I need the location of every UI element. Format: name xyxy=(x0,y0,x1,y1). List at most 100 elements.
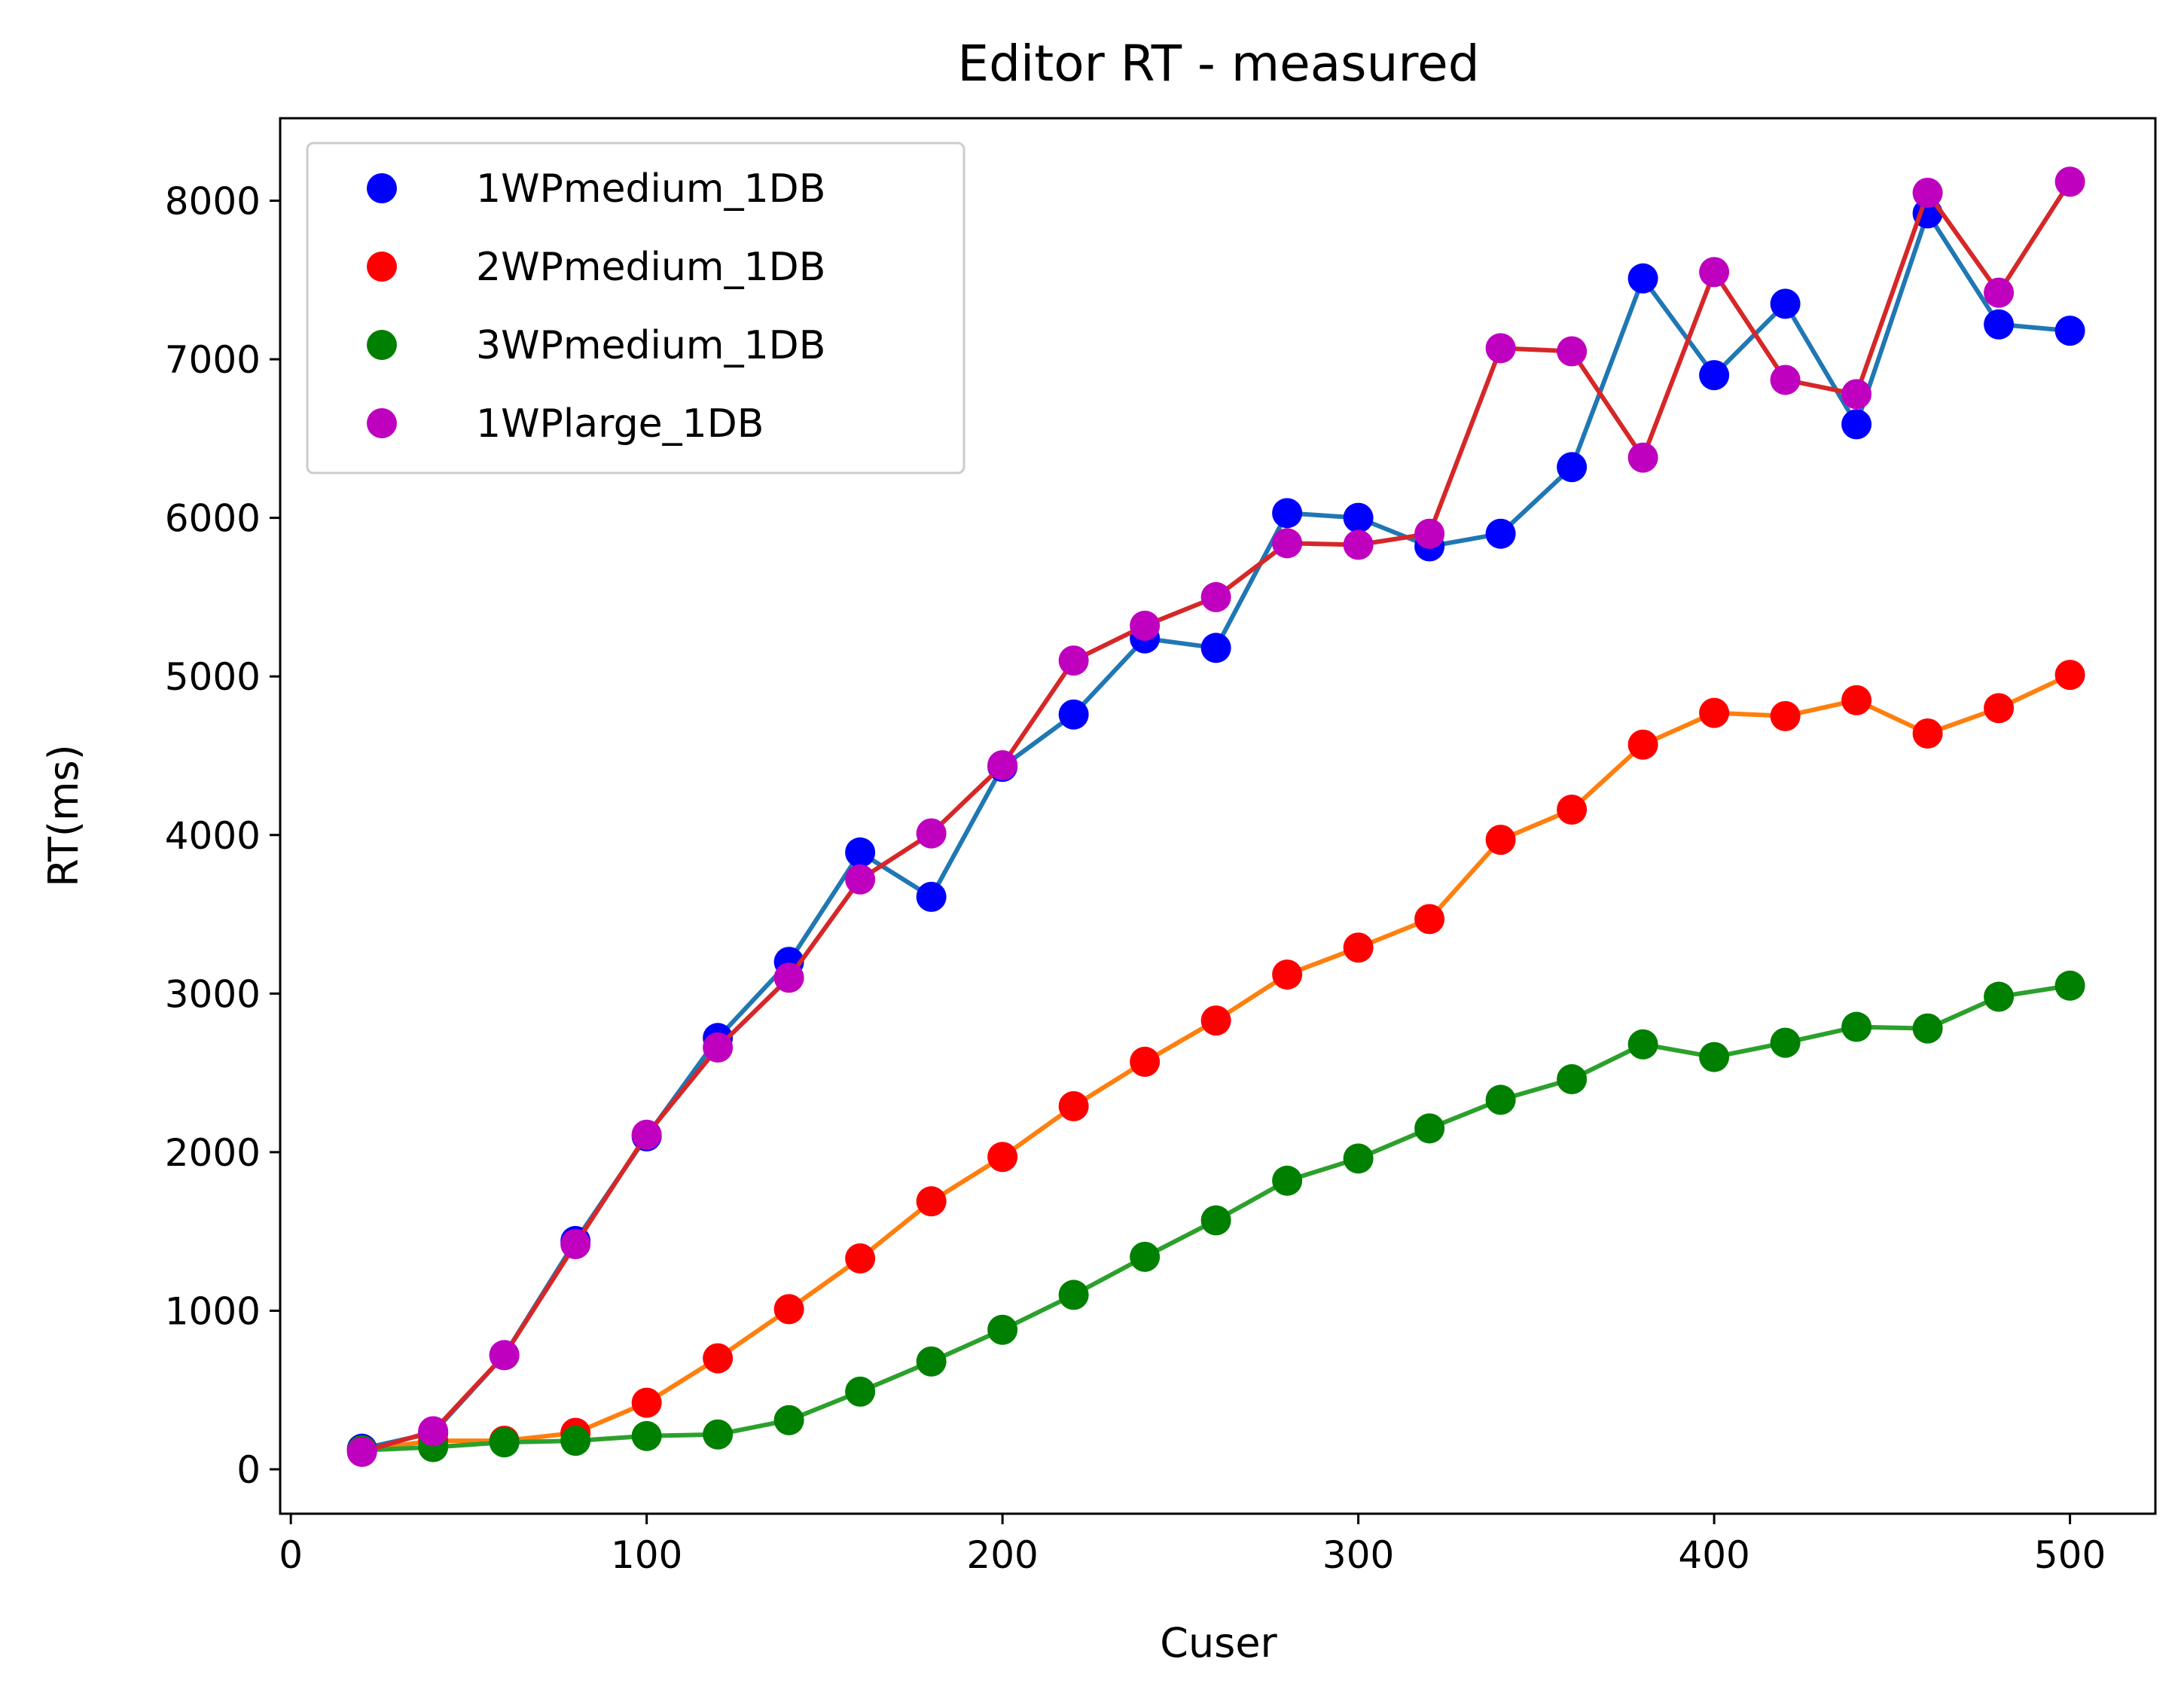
legend-item-2wpmedium-1db: 2WPmedium_1DB xyxy=(367,245,825,290)
plot-area xyxy=(346,166,2085,1467)
data-point-3wpmedium-1db-300 xyxy=(1343,1143,1374,1174)
legend-marker-1wplarge-1db xyxy=(367,408,397,438)
data-point-1wplarge-1db-320 xyxy=(1414,518,1445,549)
legend: 1WPmedium_1DB 2WPmedium_1DB 3WPmedium_1DB 1… xyxy=(306,142,965,474)
x-tick-label-0: 0 xyxy=(279,1533,303,1577)
data-point-3wpmedium-1db-440 xyxy=(1841,1011,1872,1042)
data-point-3wpmedium-1db-140 xyxy=(773,1405,804,1435)
data-point-1wplarge-1db-300 xyxy=(1343,529,1374,560)
y-tick-label-5000: 5000 xyxy=(165,655,261,699)
data-point-1wpmedium-1db-400 xyxy=(1699,360,1730,391)
data-point-2wpmedium-1db-200 xyxy=(987,1142,1018,1173)
data-point-1wplarge-1db-120 xyxy=(703,1032,734,1063)
data-point-1wplarge-1db-140 xyxy=(773,962,804,993)
data-point-1wpmedium-1db-360 xyxy=(1557,452,1588,483)
data-point-3wpmedium-1db-240 xyxy=(1130,1241,1161,1272)
data-point-1wplarge-1db-40 xyxy=(418,1416,449,1447)
legend-item-3wpmedium-1db: 3WPmedium_1DB xyxy=(367,323,825,368)
data-point-1wplarge-1db-200 xyxy=(987,750,1018,781)
data-point-1wplarge-1db-60 xyxy=(489,1340,520,1371)
data-point-3wpmedium-1db-120 xyxy=(703,1419,734,1450)
data-point-3wpmedium-1db-360 xyxy=(1557,1064,1588,1095)
data-point-2wpmedium-1db-220 xyxy=(1058,1090,1089,1121)
y-tick-label-8000: 8000 xyxy=(165,179,261,223)
data-point-3wpmedium-1db-500 xyxy=(2054,970,2085,1001)
data-point-1wplarge-1db-380 xyxy=(1627,442,1658,473)
data-point-1wplarge-1db-360 xyxy=(1557,336,1588,367)
legend-label-3wpmedium-1db: 3WPmedium_1DB xyxy=(476,323,825,368)
data-point-1wpmedium-1db-380 xyxy=(1627,263,1658,294)
data-point-3wpmedium-1db-420 xyxy=(1770,1027,1801,1058)
data-point-2wpmedium-1db-320 xyxy=(1414,904,1445,935)
legend-marker-2wpmedium-1db xyxy=(367,252,397,282)
data-point-1wpmedium-1db-500 xyxy=(2054,316,2085,346)
data-point-1wplarge-1db-100 xyxy=(631,1119,662,1150)
data-point-1wplarge-1db-160 xyxy=(845,864,876,895)
data-point-3wpmedium-1db-480 xyxy=(1984,981,2015,1012)
data-point-3wpmedium-1db-380 xyxy=(1627,1029,1658,1060)
data-point-1wplarge-1db-80 xyxy=(560,1229,591,1260)
data-point-2wpmedium-1db-340 xyxy=(1485,825,1516,856)
data-point-2wpmedium-1db-180 xyxy=(916,1186,947,1217)
data-point-1wplarge-1db-220 xyxy=(1058,645,1089,676)
data-point-1wplarge-1db-480 xyxy=(1984,277,2015,308)
data-point-3wpmedium-1db-460 xyxy=(1912,1013,1943,1044)
data-point-3wpmedium-1db-180 xyxy=(916,1346,947,1377)
x-tick-label-400: 400 xyxy=(1678,1533,1749,1577)
data-point-3wpmedium-1db-400 xyxy=(1699,1042,1730,1072)
data-point-2wpmedium-1db-380 xyxy=(1627,729,1658,760)
x-axis: 0 100 200 300 400 500 xyxy=(279,1514,2106,1577)
data-point-1wplarge-1db-500 xyxy=(2054,166,2085,197)
data-point-1wpmedium-1db-220 xyxy=(1058,699,1089,730)
data-point-2wpmedium-1db-420 xyxy=(1770,700,1801,731)
data-point-1wplarge-1db-340 xyxy=(1485,333,1516,364)
data-point-2wpmedium-1db-120 xyxy=(703,1343,734,1374)
x-tick-label-300: 300 xyxy=(1322,1533,1394,1577)
data-point-1wplarge-1db-240 xyxy=(1130,610,1161,641)
data-point-2wpmedium-1db-360 xyxy=(1557,795,1588,825)
x-axis-label: Cuser xyxy=(1160,1619,1277,1667)
y-axis: 0 1000 2000 3000 4000 5000 6000 7000 8000 xyxy=(165,179,280,1492)
data-point-1wplarge-1db-180 xyxy=(916,818,947,849)
legend-label-1wpmedium-1db: 1WPmedium_1DB xyxy=(476,166,825,212)
data-point-1wplarge-1db-440 xyxy=(1841,379,1872,410)
data-point-1wplarge-1db-260 xyxy=(1200,581,1231,612)
y-tick-label-3000: 3000 xyxy=(165,972,261,1016)
data-point-2wpmedium-1db-400 xyxy=(1699,697,1730,728)
legend-item-1wplarge-1db: 1WPlarge_1DB xyxy=(367,401,764,447)
data-point-1wpmedium-1db-300 xyxy=(1343,502,1374,533)
legend-label-1wplarge-1db: 1WPlarge_1DB xyxy=(476,401,764,447)
data-point-1wpmedium-1db-160 xyxy=(845,837,876,868)
y-tick-label-2000: 2000 xyxy=(165,1131,261,1175)
data-point-1wpmedium-1db-280 xyxy=(1272,498,1303,529)
legend-marker-3wpmedium-1db xyxy=(367,330,397,360)
data-point-3wpmedium-1db-220 xyxy=(1058,1280,1089,1310)
data-point-2wpmedium-1db-240 xyxy=(1130,1046,1161,1077)
data-point-3wpmedium-1db-280 xyxy=(1272,1165,1303,1196)
data-point-2wpmedium-1db-260 xyxy=(1200,1005,1231,1036)
y-tick-label-1000: 1000 xyxy=(165,1289,261,1333)
x-tick-label-200: 200 xyxy=(966,1533,1038,1577)
data-point-1wplarge-1db-420 xyxy=(1770,364,1801,395)
data-point-2wpmedium-1db-300 xyxy=(1343,932,1374,963)
data-point-2wpmedium-1db-160 xyxy=(845,1243,876,1273)
y-axis-label: RT(ms) xyxy=(40,744,87,886)
data-point-1wpmedium-1db-420 xyxy=(1770,288,1801,319)
data-point-3wpmedium-1db-60 xyxy=(489,1427,520,1458)
data-point-3wpmedium-1db-200 xyxy=(987,1314,1018,1345)
data-point-1wpmedium-1db-340 xyxy=(1485,518,1516,549)
x-tick-label-100: 100 xyxy=(611,1533,682,1577)
data-point-2wpmedium-1db-460 xyxy=(1912,718,1943,749)
plot-frame xyxy=(279,117,2157,1515)
data-point-2wpmedium-1db-140 xyxy=(773,1294,804,1325)
y-tick-label-7000: 7000 xyxy=(165,338,261,382)
data-point-2wpmedium-1db-100 xyxy=(631,1387,662,1418)
y-tick-label-4000: 4000 xyxy=(165,814,261,858)
data-point-3wpmedium-1db-320 xyxy=(1414,1113,1445,1144)
data-point-1wpmedium-1db-260 xyxy=(1200,633,1231,663)
y-tick-label-0: 0 xyxy=(236,1448,261,1492)
series-1wplarge-1db xyxy=(346,166,2085,1467)
data-point-2wpmedium-1db-480 xyxy=(1984,693,2015,724)
data-point-1wplarge-1db-280 xyxy=(1272,528,1303,559)
